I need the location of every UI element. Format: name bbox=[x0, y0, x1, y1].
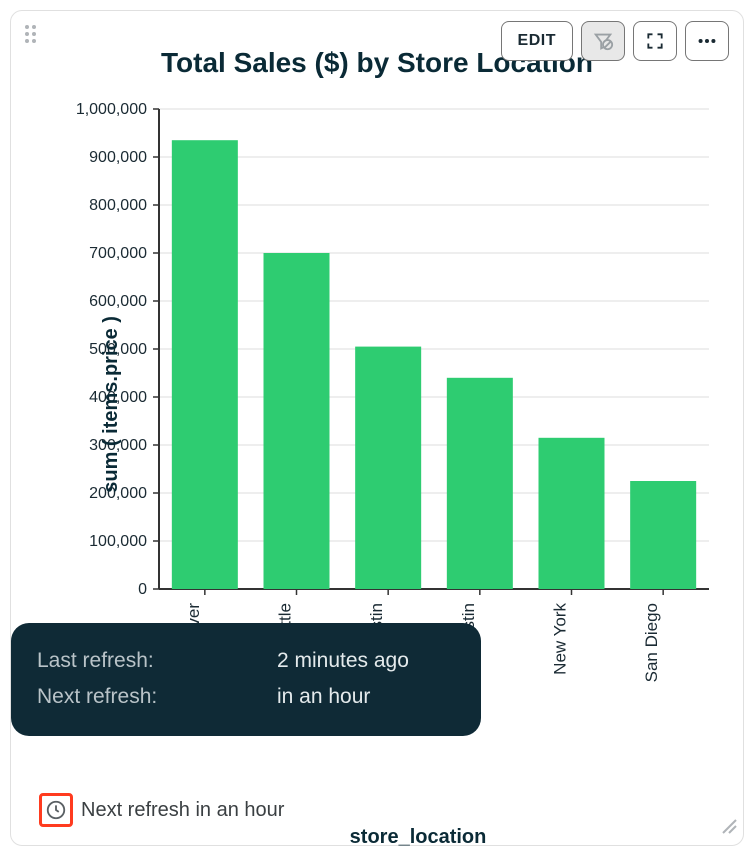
refresh-status-text: Next refresh in an hour bbox=[81, 799, 284, 822]
refresh-indicator-button[interactable] bbox=[39, 793, 73, 827]
tooltip-last-refresh-label: Last refresh: bbox=[37, 643, 277, 679]
drag-handle-icon[interactable] bbox=[25, 25, 41, 41]
svg-text:800,000: 800,000 bbox=[89, 197, 147, 214]
resize-handle-icon[interactable] bbox=[719, 816, 737, 839]
ellipsis-icon bbox=[696, 30, 718, 52]
filter-off-icon bbox=[592, 30, 614, 52]
svg-text:1,000,000: 1,000,000 bbox=[76, 101, 147, 118]
clock-icon bbox=[45, 799, 67, 821]
tooltip-last-refresh-value: 2 minutes ago bbox=[277, 643, 409, 679]
refresh-status-bar: Next refresh in an hour bbox=[39, 793, 284, 827]
svg-text:0: 0 bbox=[138, 581, 147, 598]
refresh-tooltip: Last refresh: 2 minutes ago Next refresh… bbox=[11, 623, 481, 736]
svg-text:600,000: 600,000 bbox=[89, 293, 147, 310]
tooltip-next-refresh-value: in an hour bbox=[277, 679, 370, 715]
chart-card: EDIT Total Sales ($) by Store Location s… bbox=[10, 10, 744, 846]
y-axis-label: sum ( items.price ) bbox=[100, 316, 123, 493]
svg-text:700,000: 700,000 bbox=[89, 245, 147, 262]
tooltip-next-refresh-label: Next refresh: bbox=[37, 679, 277, 715]
card-toolbar: EDIT bbox=[501, 21, 729, 61]
filter-button[interactable] bbox=[581, 21, 625, 61]
edit-button[interactable]: EDIT bbox=[501, 21, 573, 61]
svg-text:San Diego: San Diego bbox=[642, 603, 661, 682]
x-axis-label: store_location bbox=[350, 826, 487, 849]
svg-text:900,000: 900,000 bbox=[89, 149, 147, 166]
svg-text:New York: New York bbox=[551, 603, 570, 675]
svg-text:100,000: 100,000 bbox=[89, 533, 147, 550]
fullscreen-icon bbox=[645, 31, 665, 51]
fullscreen-button[interactable] bbox=[633, 21, 677, 61]
more-options-button[interactable] bbox=[685, 21, 729, 61]
